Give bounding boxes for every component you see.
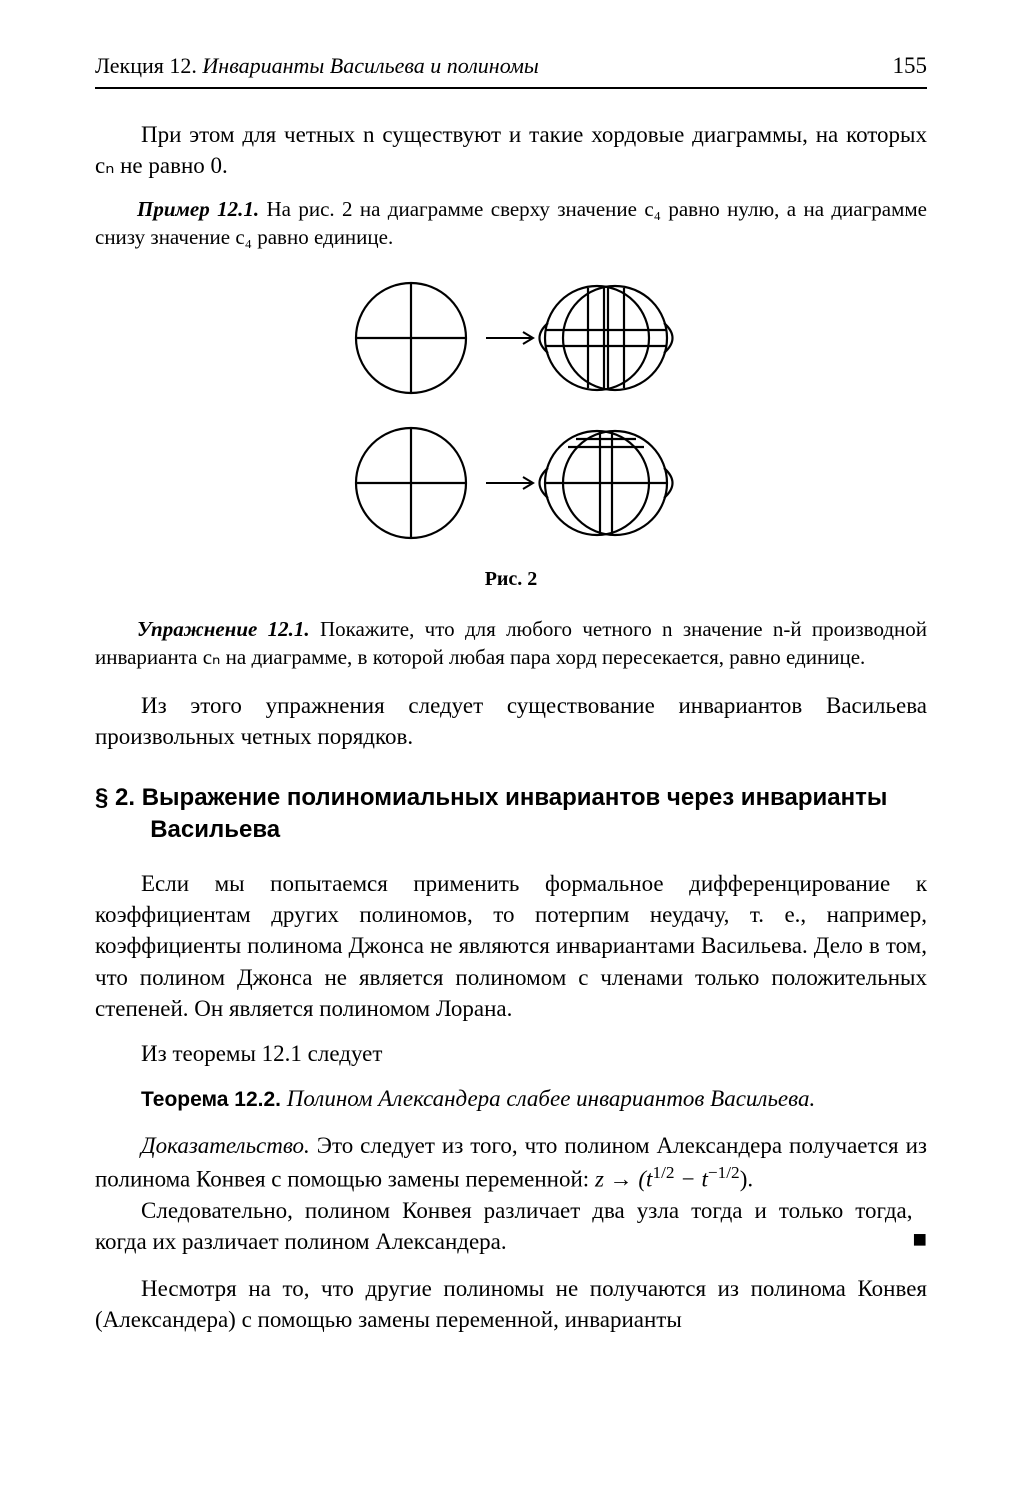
proof-para2-row: Следовательно, полином Конвея различает … — [95, 1195, 927, 1257]
chord-diagrams-svg — [301, 268, 721, 558]
figure-2 — [95, 268, 927, 558]
theorem-statement: Полином Александера слабее инвариантов В… — [287, 1086, 815, 1111]
theorem-label: Теорема 12.2. — [141, 1088, 281, 1111]
para2-text: Из этого упражнения следует существовани… — [95, 693, 927, 749]
qed-icon: ■ — [913, 1224, 928, 1256]
para3b-text: Из теоремы 12.1 следует — [141, 1041, 382, 1066]
proof-label: Доказательство. — [141, 1133, 310, 1158]
section-2-heading: § 2. Выражение полиномиальных инварианто… — [95, 782, 927, 847]
paragraph-intro: При этом для четных n существуют и такие… — [95, 119, 927, 181]
proof-mid: − t — [674, 1167, 707, 1192]
figure-caption: Рис. 2 — [95, 566, 927, 593]
proof-para2: Следовательно, полином Конвея различает … — [95, 1195, 913, 1257]
section-2-para1b: Из теоремы 12.1 следует — [95, 1038, 927, 1069]
trailing-paragraph: Несмотря на то, что другие полиномы не п… — [95, 1273, 927, 1335]
proof-exp2: −1/2 — [708, 1163, 740, 1182]
paragraph-after-exercise: Из этого упражнения следует существовани… — [95, 690, 927, 752]
proof-var-z: z → (t — [595, 1167, 653, 1192]
example-label: Пример 12.1. — [137, 197, 259, 221]
para1-text: При этом для четных n существуют и такие… — [95, 122, 927, 178]
para4-text: Несмотря на то, что другие полиномы не п… — [95, 1276, 927, 1332]
lecture-title-text: Инварианты Васильева и полиномы — [202, 53, 538, 78]
page-number: 155 — [893, 50, 928, 81]
proof-exp1: 1/2 — [652, 1163, 674, 1182]
example-12-1: Пример 12.1. На рис. 2 на диаграмме свер… — [95, 195, 927, 252]
section-2-para1: Если мы попытаемся применить формальное … — [95, 868, 927, 1023]
header-title: Лекция 12. Инварианты Васильева и полино… — [95, 51, 539, 81]
proof-end: ). — [740, 1167, 753, 1192]
theorem-12-2: Теорема 12.2. Полином Александера слабее… — [95, 1083, 927, 1114]
running-header: Лекция 12. Инварианты Васильева и полино… — [95, 50, 927, 89]
lecture-number: Лекция 12. — [95, 53, 197, 78]
exercise-12-1: Упражнение 12.1. Покажите, что для любог… — [95, 615, 927, 672]
proof-line2: Следовательно, полином Конвея различает … — [95, 1198, 913, 1254]
proof-para1: Доказательство. Это следует из того, что… — [95, 1130, 927, 1195]
exercise-label: Упражнение 12.1. — [137, 617, 310, 641]
para3-text: Если мы попытаемся применить формальное … — [95, 871, 927, 1020]
